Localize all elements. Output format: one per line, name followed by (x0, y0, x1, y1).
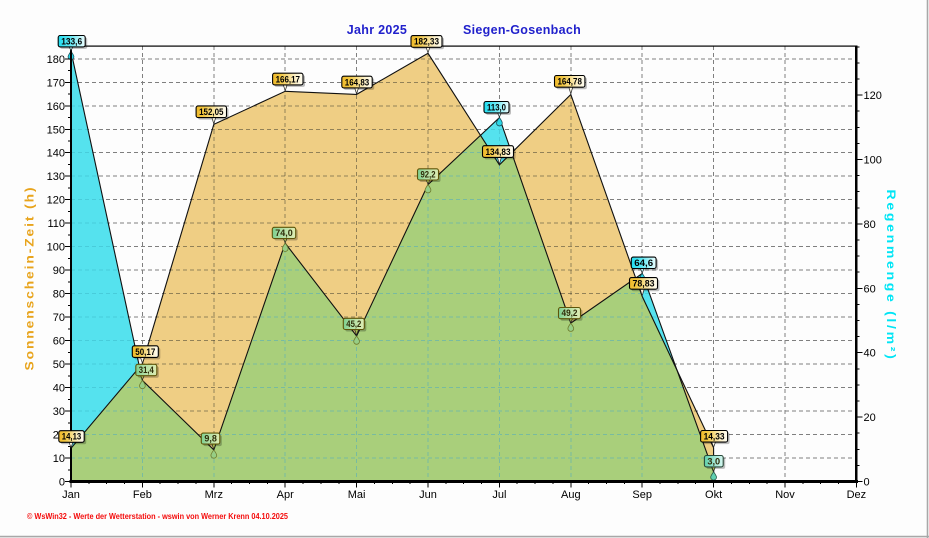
svg-text:140: 140 (47, 148, 65, 160)
svg-text:Sonnenschein-Zeit (h): Sonnenschein-Zeit (h) (25, 186, 37, 371)
svg-text:Mai: Mai (348, 489, 366, 501)
svg-text:10: 10 (53, 453, 65, 465)
svg-text:Nov: Nov (775, 489, 795, 501)
svg-text:40: 40 (53, 383, 65, 395)
svg-text:100: 100 (864, 155, 882, 167)
svg-text:Jun: Jun (419, 489, 437, 501)
svg-text:Okt: Okt (705, 489, 722, 501)
svg-text:164,83: 164,83 (345, 76, 369, 87)
svg-text:Regenmenge (l/m²): Regenmenge (l/m²) (884, 190, 896, 362)
svg-text:60: 60 (53, 336, 65, 348)
svg-text:31,4: 31,4 (139, 364, 155, 375)
svg-text:30: 30 (53, 406, 65, 418)
svg-text:78,83: 78,83 (633, 278, 655, 289)
svg-text:45,2: 45,2 (346, 318, 361, 329)
svg-text:60: 60 (864, 283, 876, 295)
svg-text:70: 70 (53, 312, 65, 324)
svg-text:50,17: 50,17 (135, 346, 155, 357)
svg-text:170: 170 (47, 77, 65, 89)
svg-text:14,13: 14,13 (62, 431, 81, 442)
svg-text:Siegen-Gosenbach: Siegen-Gosenbach (463, 23, 581, 37)
svg-text:Apr: Apr (277, 489, 294, 501)
svg-text:90: 90 (53, 265, 65, 277)
svg-text:166,17: 166,17 (276, 73, 300, 84)
svg-text:150: 150 (47, 124, 65, 136)
svg-text:133,6: 133,6 (61, 35, 82, 46)
svg-text:180: 180 (47, 54, 65, 66)
svg-text:50: 50 (53, 359, 65, 371)
svg-text:0: 0 (864, 477, 870, 489)
svg-text:130: 130 (47, 171, 65, 183)
svg-text:3,0: 3,0 (707, 455, 720, 466)
svg-text:Mrz: Mrz (205, 489, 223, 501)
svg-text:Aug: Aug (561, 489, 581, 501)
svg-text:20: 20 (864, 412, 876, 424)
svg-text:49,2: 49,2 (562, 307, 578, 318)
svg-text:80: 80 (864, 219, 876, 231)
svg-text:Dez: Dez (847, 489, 867, 501)
svg-text:© WsWin32 - Werte der Wetter: © WsWin32 - Werte der Wetterstation - ws… (27, 512, 288, 521)
svg-text:160: 160 (47, 101, 65, 113)
svg-text:64,6: 64,6 (634, 257, 653, 268)
svg-text:80: 80 (53, 289, 65, 301)
svg-text:100: 100 (47, 242, 65, 254)
svg-text:Jan: Jan (62, 489, 80, 501)
svg-text:164,78: 164,78 (558, 76, 582, 87)
svg-text:Jahr 2025: Jahr 2025 (347, 23, 407, 37)
svg-text:Sep: Sep (632, 489, 652, 501)
svg-text:134,83: 134,83 (486, 146, 511, 157)
svg-text:0: 0 (59, 477, 65, 489)
svg-text:152,05: 152,05 (199, 106, 223, 117)
svg-text:9,8: 9,8 (204, 433, 217, 444)
svg-text:40: 40 (864, 348, 876, 360)
svg-text:14,33: 14,33 (704, 431, 725, 442)
svg-text:113,0: 113,0 (487, 101, 506, 112)
svg-text:120: 120 (864, 90, 882, 102)
svg-text:92,2: 92,2 (421, 168, 436, 179)
svg-text:74,0: 74,0 (275, 227, 292, 238)
svg-text:182,33: 182,33 (414, 36, 439, 47)
svg-text:120: 120 (47, 195, 65, 207)
svg-text:Jul: Jul (492, 489, 506, 501)
svg-text:Feb: Feb (133, 489, 152, 501)
svg-text:110: 110 (47, 218, 65, 230)
